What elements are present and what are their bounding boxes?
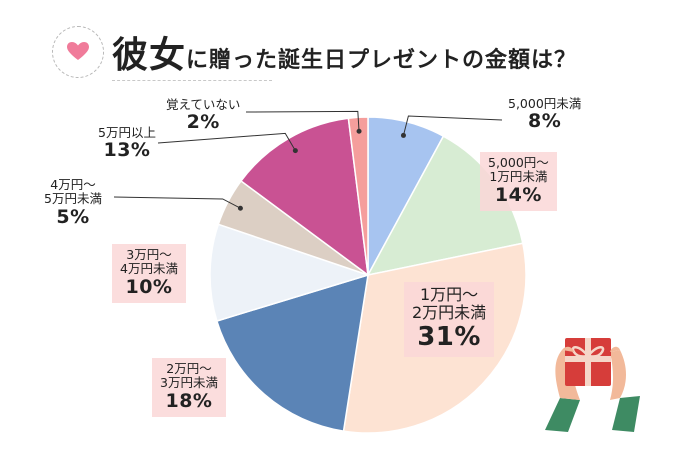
leader-dot xyxy=(237,205,243,211)
slice-label-5000-to-10000: 5,000円〜 1万円未満 14% xyxy=(480,152,557,211)
gift-ribbon-horizontal xyxy=(565,356,611,362)
slice-label-line1: 覚えていない xyxy=(166,97,241,112)
slice-percent: 18% xyxy=(165,389,213,412)
slice-percent: 8% xyxy=(528,110,562,133)
slice-label-line1: 1万円〜 xyxy=(420,285,479,304)
leader-line xyxy=(113,196,241,209)
leader-line xyxy=(245,110,360,132)
slice-percent: 5% xyxy=(56,205,90,228)
slice-label-30000-to-40000: 3万円〜 4万円未満 10% xyxy=(112,244,186,303)
heart-badge xyxy=(52,26,104,78)
title-main: 彼女 xyxy=(112,35,187,76)
leader-line xyxy=(402,115,503,136)
slice-label-line2: 3万円未満 xyxy=(160,375,218,391)
right-fingers xyxy=(610,346,620,352)
right-sleeve xyxy=(612,396,640,432)
slice-label-10000-to-20000: 1万円〜 2万円未満 31% xyxy=(404,282,495,357)
slice-label-line2: 2万円未満 xyxy=(412,303,487,323)
slice-label-line2: 5万円未満 xyxy=(44,191,102,207)
slice-label-line1: 5万円以上 xyxy=(98,125,156,140)
title-rest: に贈った誕生日プレゼントの金額は？ xyxy=(186,48,578,73)
slice-label-line2: 1万円未満 xyxy=(489,169,548,185)
pie-slice xyxy=(209,223,371,322)
leader-dot xyxy=(356,128,362,134)
left-sleeve xyxy=(545,398,580,432)
slice-label-under-5000: 5,000円未満 8% xyxy=(508,96,582,133)
slice-label-line1: 2万円〜 xyxy=(166,361,212,376)
slice-percent: 10% xyxy=(125,275,173,298)
slice-label-line1: 5,000円〜 xyxy=(488,155,549,170)
slice-label-over-50000: 5万円以上 13% xyxy=(98,125,156,162)
heart-icon xyxy=(67,42,89,60)
slice-label-line1: 4万円〜 xyxy=(50,177,96,192)
slice-label-line1: 3万円〜 xyxy=(126,247,172,262)
slice-label-line2: 4万円未満 xyxy=(120,261,178,277)
gift-illustration xyxy=(545,338,640,432)
leader-line xyxy=(157,132,296,151)
slice-percent: 14% xyxy=(494,183,542,206)
page-title: 彼女に贈った誕生日プレゼントの金額は？ xyxy=(112,26,577,78)
slice-percent: 2% xyxy=(186,111,220,134)
slice-percent: 13% xyxy=(103,139,151,162)
leader-lines xyxy=(113,110,503,211)
gift-bow-right xyxy=(585,346,605,358)
slice-label-line1: 5,000円未満 xyxy=(508,96,582,111)
slice-label-dont-remember: 覚えていない 2% xyxy=(166,97,241,134)
right-hand xyxy=(610,350,626,400)
title-underline xyxy=(112,80,272,81)
pie-slices xyxy=(209,116,527,434)
slice-label-40000-to-50000: 4万円〜 5万円未満 5% xyxy=(44,177,102,229)
pie-slice xyxy=(215,273,369,432)
slice-percent: 31% xyxy=(417,321,481,352)
slice-label-20000-to-30000: 2万円〜 3万円未満 18% xyxy=(152,358,226,417)
leader-dot xyxy=(292,148,298,154)
left-fingers xyxy=(562,346,574,352)
leader-dot xyxy=(400,132,406,138)
